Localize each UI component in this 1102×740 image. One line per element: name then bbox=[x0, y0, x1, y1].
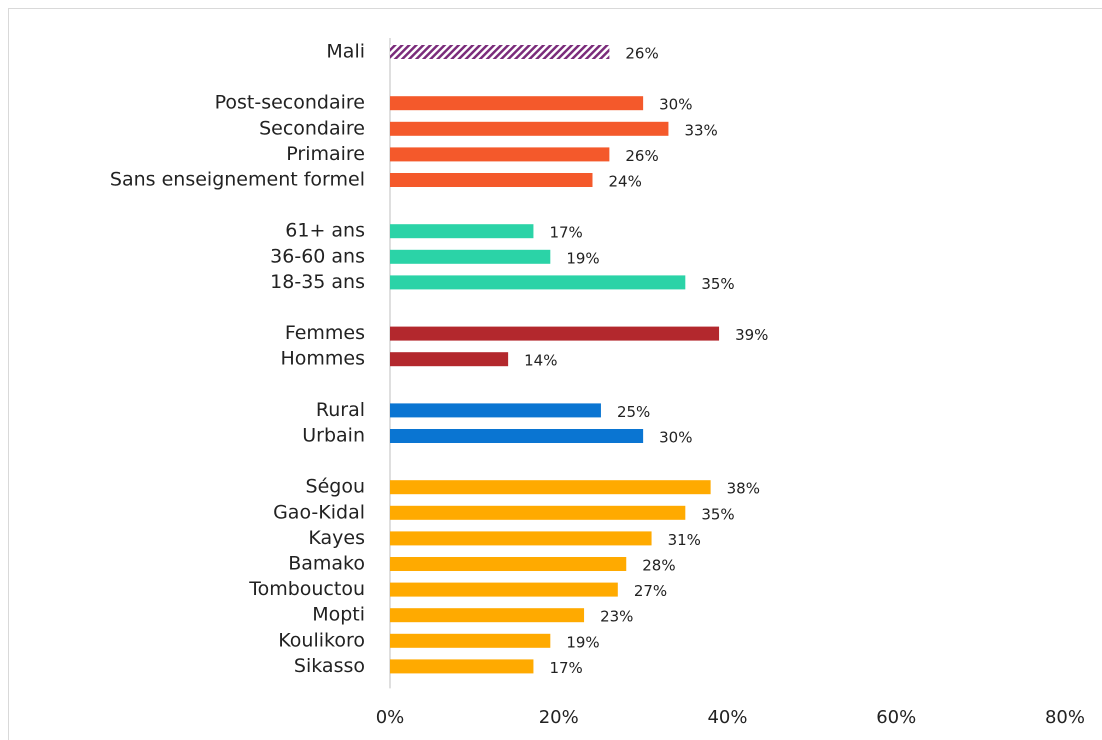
bar bbox=[390, 121, 669, 136]
bar bbox=[390, 557, 627, 571]
bar bbox=[390, 326, 720, 341]
category-label: Sans enseignement formel bbox=[110, 169, 365, 191]
value-label: 28% bbox=[642, 557, 675, 575]
category-label: Secondaire bbox=[259, 117, 365, 139]
category-label: Femmes bbox=[285, 322, 365, 344]
category-label: 61+ ans bbox=[285, 220, 365, 242]
x-tick-label: 40% bbox=[707, 707, 747, 728]
bar bbox=[390, 429, 644, 443]
bar bbox=[390, 480, 711, 495]
category-label: Hommes bbox=[280, 348, 365, 370]
value-label: 19% bbox=[566, 249, 599, 267]
value-label: 39% bbox=[735, 326, 768, 344]
value-label: 33% bbox=[684, 121, 717, 139]
category-label: Bamako bbox=[288, 553, 365, 575]
value-label: 38% bbox=[727, 480, 760, 498]
category-label: Sikasso bbox=[294, 655, 365, 677]
category-label: Gao-Kidal bbox=[273, 501, 365, 523]
value-label: 23% bbox=[600, 608, 633, 626]
bar bbox=[390, 249, 551, 264]
x-tick-label: 60% bbox=[876, 707, 916, 728]
frame bbox=[8, 8, 1102, 740]
category-label: Primaire bbox=[286, 143, 365, 165]
value-label: 30% bbox=[659, 96, 692, 114]
bar bbox=[390, 608, 585, 623]
category-label: Rural bbox=[316, 399, 365, 421]
bar bbox=[390, 96, 644, 111]
value-label: 17% bbox=[549, 224, 582, 242]
value-label: 19% bbox=[566, 633, 599, 651]
category-label: Mopti bbox=[312, 604, 365, 626]
x-tick-label: 0% bbox=[376, 707, 405, 728]
value-label: 25% bbox=[617, 403, 650, 421]
category-label: Urbain bbox=[302, 425, 365, 447]
value-label: 26% bbox=[625, 147, 658, 165]
bar bbox=[390, 275, 686, 290]
category-label: Mali bbox=[326, 41, 365, 63]
bar bbox=[390, 659, 534, 674]
bar bbox=[390, 633, 551, 648]
category-label: Post-secondaire bbox=[215, 92, 365, 114]
category-label: Ségou bbox=[306, 476, 365, 498]
bar bbox=[390, 403, 601, 418]
value-label: 26% bbox=[625, 45, 658, 63]
bar bbox=[390, 352, 509, 367]
value-label: 35% bbox=[701, 275, 734, 293]
value-label: 24% bbox=[609, 173, 642, 191]
bar bbox=[390, 582, 618, 597]
value-label: 14% bbox=[524, 352, 557, 370]
bar bbox=[390, 45, 610, 59]
value-label: 27% bbox=[634, 582, 667, 600]
category-label: 36-60 ans bbox=[270, 245, 365, 267]
bar bbox=[390, 147, 610, 162]
category-label: Kayes bbox=[308, 527, 365, 549]
bar bbox=[390, 505, 686, 520]
value-label: 17% bbox=[549, 659, 582, 677]
x-tick-label: 80% bbox=[1045, 707, 1085, 728]
value-label: 31% bbox=[668, 531, 701, 549]
bar bbox=[390, 173, 593, 187]
value-label: 35% bbox=[701, 505, 734, 523]
bar bbox=[390, 531, 652, 546]
bar bbox=[390, 224, 534, 239]
value-label: 30% bbox=[659, 429, 692, 447]
category-label: 18-35 ans bbox=[270, 271, 365, 293]
x-tick-label: 20% bbox=[539, 707, 579, 728]
category-label: Koulikoro bbox=[278, 629, 365, 651]
category-label: Tombouctou bbox=[248, 578, 365, 600]
